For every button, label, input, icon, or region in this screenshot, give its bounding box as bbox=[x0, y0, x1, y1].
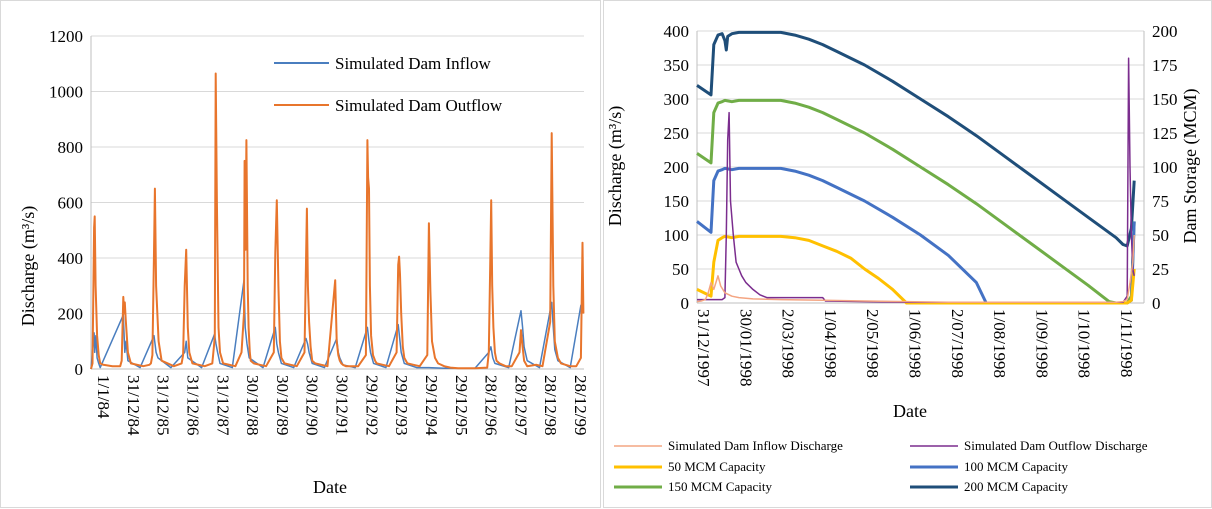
right-y-tick-label: 300 bbox=[664, 90, 690, 109]
right-legend-label: 150 MCM Capacity bbox=[668, 479, 772, 494]
left-chart-panel: 0 200 400 600 800 1000 1200 1/1/84 31/12/84 31/1… bbox=[0, 0, 601, 508]
right-y-tick-label: 400 bbox=[664, 22, 690, 41]
right-legend-label: Simulated Dam Outflow Discharge bbox=[964, 438, 1148, 453]
right-x-tick-label: 1/04/1998 bbox=[821, 309, 840, 378]
right-series-line-0 bbox=[696, 234, 1135, 304]
right-legend-label: 50 MCM Capacity bbox=[668, 459, 766, 474]
right-x-tick-label: 2/05/1998 bbox=[863, 309, 882, 378]
right-x-tick-label: 31/12/1997 bbox=[694, 309, 713, 387]
left-x-tick-label: 31/12/85 bbox=[154, 375, 173, 435]
left-legend-label: Simulated Dam Inflow bbox=[335, 54, 492, 73]
right-x-axis-label: Date bbox=[893, 401, 927, 421]
left-y-tick-label: 600 bbox=[58, 194, 84, 213]
left-y-tick-label: 1200 bbox=[49, 27, 83, 46]
right-y-tick-label: 100 bbox=[664, 226, 690, 245]
right-y-tick-label: 50 bbox=[672, 260, 689, 279]
right-x-tick-label: 30/01/1998 bbox=[736, 309, 755, 386]
left-y-axis-label: Discharge (m³/s) bbox=[18, 206, 39, 327]
right-y2-tick-label: 0 bbox=[1152, 294, 1161, 313]
left-y-tick-label: 400 bbox=[58, 249, 84, 268]
left-x-tick-label: 30/12/88 bbox=[243, 375, 262, 435]
left-x-tick-label: 30/12/91 bbox=[333, 375, 352, 435]
left-y-tick-label: 200 bbox=[58, 305, 84, 324]
right-x-tick-label: 1/08/1998 bbox=[990, 309, 1009, 378]
right-y2-tick-label: 200 bbox=[1152, 22, 1178, 41]
left-x-tick-label: 28/12/98 bbox=[541, 375, 560, 435]
right-x-tick-label: 2/07/1998 bbox=[948, 309, 967, 378]
left-x-tick-label: 1/1/84 bbox=[94, 375, 113, 419]
right-y-tick-label: 200 bbox=[664, 158, 690, 177]
right-y2-tick-label: 50 bbox=[1152, 226, 1169, 245]
right-y2-tick-label: 100 bbox=[1152, 158, 1178, 177]
right-series-line-5 bbox=[696, 30, 1136, 248]
right-series-line-1 bbox=[697, 57, 1135, 304]
right-y-tick-label: 150 bbox=[664, 192, 690, 211]
left-y-tick-label: 1000 bbox=[49, 83, 83, 102]
left-x-axis-label: Date bbox=[313, 477, 347, 497]
left-legend-label: Simulated Dam Outflow bbox=[335, 96, 503, 115]
right-y-tick-label: 0 bbox=[681, 294, 690, 313]
right-legend-label: 200 MCM Capacity bbox=[964, 479, 1068, 494]
left-x-tick-label: 30/12/90 bbox=[303, 375, 322, 435]
right-y2-axis-label: Dam Storage (MCM) bbox=[1180, 89, 1201, 244]
right-y-tick-label: 250 bbox=[664, 124, 690, 143]
right-y2-tick-label: 175 bbox=[1152, 56, 1178, 75]
right-y2-tick-label: 25 bbox=[1152, 260, 1169, 279]
left-x-tick-label: 28/12/99 bbox=[571, 375, 590, 435]
left-x-tick-label: 29/12/92 bbox=[362, 375, 381, 435]
right-chart: 0 50 100 150 200 250 300 350 400 0 25 50 75 100 125 15… bbox=[605, 22, 1201, 494]
right-y-axis-label: Discharge (m³/s) bbox=[605, 106, 626, 227]
right-chart-panel: 0 50 100 150 200 250 300 350 400 0 25 50 75 100 125 15… bbox=[603, 0, 1212, 508]
left-y-tick-label: 800 bbox=[58, 138, 84, 157]
left-x-tick-label: 31/12/84 bbox=[124, 375, 143, 436]
left-x-tick-label: 29/12/95 bbox=[452, 375, 471, 435]
left-x-tick-label: 28/12/97 bbox=[511, 375, 530, 436]
right-legend-label: 100 MCM Capacity bbox=[964, 459, 1068, 474]
left-x-tick-label: 30/12/89 bbox=[273, 375, 292, 435]
left-x-tick-label: 29/12/93 bbox=[392, 375, 411, 435]
left-series-line-outflow bbox=[90, 72, 585, 370]
right-legend-label: Simulated Dam Inflow Discharge bbox=[668, 438, 843, 453]
right-x-tick-label: 1/09/1998 bbox=[1032, 309, 1051, 378]
right-x-tick-label: 1/11/1998 bbox=[1117, 309, 1136, 377]
left-x-tick-label: 28/12/96 bbox=[482, 375, 501, 435]
left-chart: 0 200 400 600 800 1000 1200 1/1/84 31/12/84 31/1… bbox=[18, 27, 590, 497]
left-x-tick-label: 31/12/86 bbox=[183, 375, 202, 435]
right-y-tick-label: 350 bbox=[664, 56, 690, 75]
left-x-tick-label: 29/12/94 bbox=[422, 375, 441, 436]
right-y2-tick-label: 150 bbox=[1152, 90, 1178, 109]
left-y-tick-label: 0 bbox=[75, 360, 84, 379]
right-x-tick-label: 1/06/1998 bbox=[906, 309, 925, 378]
left-x-tick-label: 31/12/87 bbox=[213, 375, 232, 436]
right-y2-tick-label: 125 bbox=[1152, 124, 1178, 143]
right-x-tick-label: 2/03/1998 bbox=[779, 309, 798, 378]
right-y2-tick-label: 75 bbox=[1152, 192, 1169, 211]
right-x-tick-label: 1/10/1998 bbox=[1075, 309, 1094, 378]
